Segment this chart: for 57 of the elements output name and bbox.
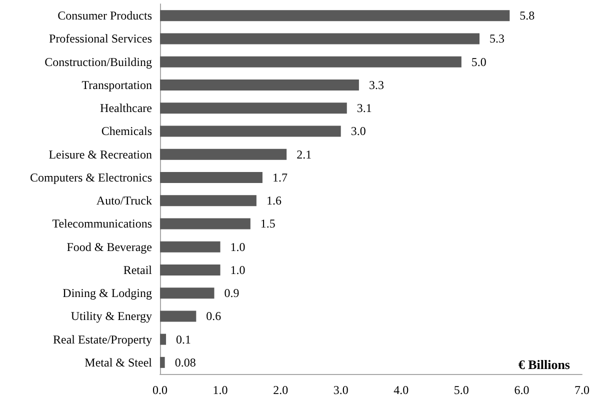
x-tick-label: 7.0 <box>574 383 590 397</box>
data-label: 1.5 <box>260 216 276 231</box>
y-tick-label: Utility & Energy <box>70 309 152 324</box>
y-tick-label: Leisure & Recreation <box>48 147 152 162</box>
data-label: 5.0 <box>471 54 486 69</box>
bar <box>160 334 166 345</box>
bar <box>160 172 262 183</box>
x-tick-label: 3.0 <box>333 383 348 397</box>
y-tick-label: Construction/Building <box>44 54 152 69</box>
data-label: 3.1 <box>356 101 372 116</box>
y-tick-label: Food & Beverage <box>66 240 152 254</box>
y-tick-label: Chemicals <box>101 124 152 138</box>
x-tick-label: 2.0 <box>273 383 288 397</box>
data-label: 0.9 <box>224 286 240 300</box>
data-label: 1.0 <box>230 240 246 254</box>
bar <box>160 195 256 206</box>
y-tick-label: Consumer Products <box>58 8 152 23</box>
data-label: 0.6 <box>206 309 222 324</box>
y-tick-label: Auto/Truck <box>96 194 152 208</box>
y-tick-label: Retail <box>123 262 153 277</box>
x-tick-label: 0.0 <box>152 383 168 397</box>
bar <box>160 310 196 322</box>
y-tick-label: Transportation <box>82 78 152 92</box>
x-tick-label: 1.0 <box>212 383 228 397</box>
bar <box>160 148 287 160</box>
y-tick-label: Dining & Lodging <box>62 286 152 300</box>
bar <box>160 356 165 368</box>
data-label: 0.1 <box>176 332 192 346</box>
bar <box>160 218 250 230</box>
y-tick-label: Telecommunications <box>52 216 152 231</box>
bar <box>160 288 214 299</box>
data-label: 5.3 <box>490 32 505 46</box>
data-label: 5.8 <box>520 8 535 23</box>
bar <box>160 56 462 68</box>
data-label: 3.0 <box>350 124 366 138</box>
y-tick-label: Computers & Electronics <box>30 170 152 184</box>
bar <box>160 102 347 114</box>
data-label: 1.6 <box>266 194 282 208</box>
bar <box>160 33 480 44</box>
y-tick-label: Healthcare <box>100 101 152 116</box>
data-label: 2.1 <box>296 147 312 162</box>
data-label: 0.08 <box>174 355 196 370</box>
y-tick-label: Real Estate/Property <box>53 332 152 346</box>
bar <box>160 264 220 276</box>
bar <box>160 126 341 137</box>
data-label: 1.0 <box>230 262 246 277</box>
y-tick-label: Metal & Steel <box>84 355 153 370</box>
x-tick-label: 5.0 <box>454 383 469 397</box>
data-label: 1.7 <box>272 170 288 184</box>
bar <box>160 79 359 90</box>
data-label: 3.3 <box>368 78 384 92</box>
bar <box>160 241 220 252</box>
bar <box>160 10 510 22</box>
y-tick-label: Professional Services <box>49 32 152 46</box>
x-axis-title: € Billions <box>518 357 570 372</box>
x-tick-label: 6.0 <box>514 383 530 397</box>
x-tick-label: 4.0 <box>394 383 409 397</box>
